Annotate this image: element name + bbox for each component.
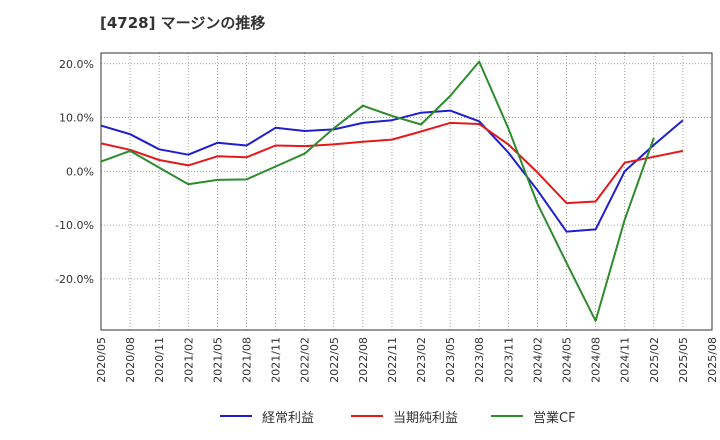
x-tick-label: 2021/11 <box>270 337 283 383</box>
x-tick-label: 2025/02 <box>648 337 661 383</box>
legend-item: 営業CF <box>491 406 576 426</box>
plot-area <box>100 52 713 331</box>
x-tick-label: 2023/11 <box>502 337 515 383</box>
x-tick-label: 2022/11 <box>386 337 399 383</box>
x-tick-label: 2020/05 <box>95 337 108 383</box>
legend-swatch <box>491 415 523 417</box>
x-tick-label: 2025/08 <box>706 337 719 383</box>
y-tick-label: -20.0% <box>55 273 94 286</box>
legend-label: 経常利益 <box>262 410 315 426</box>
x-tick-label: 2023/02 <box>415 337 428 383</box>
line-chart: 20.0%10.0%0.0%-10.0%-20.0% 2020/05 2020/0… <box>55 52 719 383</box>
legend-label: 営業CF <box>533 410 576 426</box>
legend-item: 経常利益 <box>220 406 314 426</box>
y-tick-label: 20.0% <box>59 58 94 71</box>
chart-title: [4728] マージンの推移 <box>100 14 266 32</box>
x-tick-label: 2022/02 <box>299 337 312 383</box>
x-tick-label: 2021/08 <box>240 337 253 383</box>
x-tick-label: 2023/08 <box>473 337 486 383</box>
x-tick-label: 2022/08 <box>357 337 370 383</box>
series-lines <box>100 60 684 322</box>
legend-item: 当期純利益 <box>351 406 458 426</box>
x-tick-label: 2021/02 <box>182 337 195 383</box>
series-line <box>100 121 684 205</box>
x-tick-label: 2022/05 <box>328 337 341 383</box>
legend-swatch <box>351 415 383 417</box>
x-tick-label: 2024/05 <box>561 337 574 383</box>
x-tick-label: 2024/08 <box>590 337 603 383</box>
x-tick-label: 2020/11 <box>153 337 166 383</box>
x-tick-label: 2024/11 <box>619 337 632 383</box>
x-tick-label: 2021/05 <box>211 337 224 383</box>
x-tick-label: 2023/05 <box>444 337 457 383</box>
grid-lines <box>101 53 712 330</box>
x-tick-label: 2024/02 <box>531 337 544 383</box>
legend: 経常利益 当期純利益 営業CF <box>0 402 720 430</box>
legend-swatch <box>220 415 252 417</box>
legend-label: 当期純利益 <box>393 410 459 426</box>
series-line <box>100 60 655 322</box>
x-tick-label: 2020/08 <box>124 337 137 383</box>
x-tick-label: 2025/05 <box>677 337 690 383</box>
y-tick-label: 0.0% <box>66 165 94 178</box>
x-axis-ticks: 2020/05 2020/08 2020/11 2021/02 2021/05 2021/… <box>95 337 719 383</box>
y-tick-label: -10.0% <box>55 219 94 232</box>
series-line <box>100 109 684 233</box>
y-tick-label: 10.0% <box>59 112 94 125</box>
y-axis-ticks: 20.0% 10.0% 0.0% -10.0% -20.0% <box>55 58 94 286</box>
